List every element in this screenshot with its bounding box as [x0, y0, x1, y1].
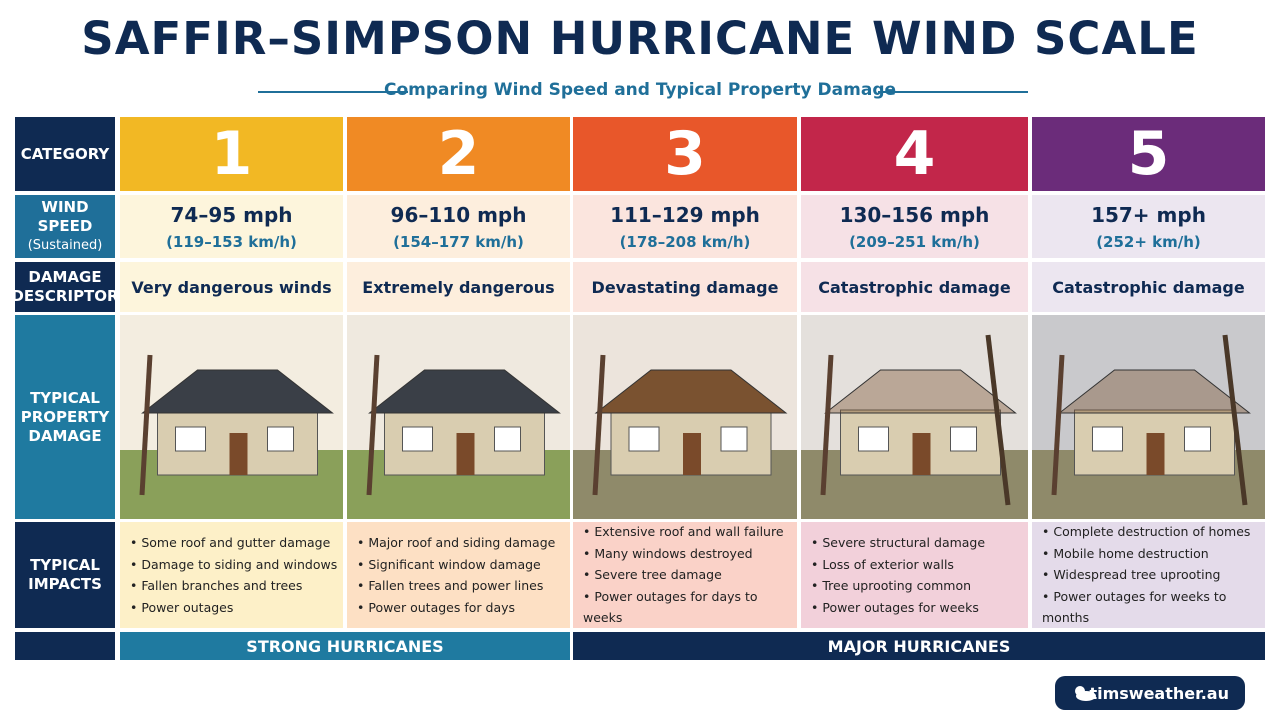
wind-cell: 130–156 mph (209–251 km/h) — [801, 195, 1028, 258]
wind-cell: 111–129 mph (178–208 km/h) — [573, 195, 797, 258]
title: SAFFIR–SIMPSON HURRICANE WIND SCALE — [81, 12, 1199, 65]
logo: timsweather.au — [1055, 676, 1245, 710]
wind-mph: 74–95 mph — [170, 202, 293, 227]
row-label: TYPICAL PROPERTY DAMAGE — [15, 315, 115, 519]
wind-mph: 130–156 mph — [839, 202, 990, 227]
row-label-note: (Sustained) — [27, 238, 103, 253]
impact-item: • Damage to siding and windows — [130, 556, 338, 572]
descriptor-cell: Very dangerous winds — [120, 262, 343, 312]
rule — [258, 91, 408, 93]
impact-item: • Severe structural damage — [811, 535, 986, 550]
category-cell: 3 — [573, 117, 797, 191]
damage-illustration — [801, 315, 1028, 519]
wind-mph: 157+ mph — [1091, 202, 1206, 227]
impact-item: • Significant window damage — [357, 556, 541, 572]
row-label-text: TYPICAL PROPERTY DAMAGE — [20, 388, 110, 445]
row-label: DAMAGE DESCRIPTOR — [11, 262, 119, 312]
impact-item: • Mobile home destruction — [1042, 545, 1209, 561]
descriptor-cell: Devastating damage — [573, 262, 797, 312]
rule — [878, 91, 1028, 93]
row-label: CATEGORY — [15, 117, 115, 191]
category-cell: 5 — [1032, 117, 1265, 191]
row-label: TYPICAL IMPACTS — [15, 522, 115, 628]
impact-item: • Power outages for weeks to months — [1042, 588, 1227, 626]
impact-item: • Extensive roof and wall failure — [583, 524, 784, 540]
group-band: MAJOR HURRICANES — [573, 632, 1265, 660]
wind-cell: 74–95 mph (119–153 km/h) — [120, 195, 343, 258]
impact-item: • Tree uprooting common — [811, 578, 972, 593]
category-cell: 1 — [120, 117, 343, 191]
impact-item: • Some roof and gutter damage — [130, 535, 331, 550]
impact-item: • Many windows destroyed — [583, 545, 753, 561]
wind-kmh: (252+ km/h) — [1096, 232, 1201, 251]
impacts-cell: • Major roof and siding damage • Signific… — [347, 522, 570, 628]
impact-item: • Major roof and siding damage — [357, 535, 556, 550]
wind-kmh: (178–208 km/h) — [619, 232, 751, 251]
impact-item: • Fallen branches and trees — [130, 578, 303, 593]
impact-item: • Power outages for days to weeks — [583, 588, 758, 626]
impact-item: • Severe tree damage — [583, 567, 722, 583]
group-label-fill — [15, 632, 115, 660]
category-cell: 4 — [801, 117, 1028, 191]
row-label-text: CATEGORY — [20, 144, 110, 163]
logo-icon — [1075, 686, 1096, 701]
subtitle: Comparing Wind Speed and Typical Propert… — [383, 80, 897, 100]
impact-item: • Widespread tree uprooting — [1042, 567, 1221, 583]
damage-illustration — [1032, 315, 1265, 519]
impacts-cell: • Some roof and gutter damage • Damage to… — [120, 522, 343, 628]
group-band: STRONG HURRICANES — [120, 632, 570, 660]
impact-item: • Power outages for days — [357, 599, 516, 615]
impact-item: • Power outages — [130, 599, 234, 615]
wind-kmh: (119–153 km/h) — [166, 232, 297, 251]
impacts-cell: • Extensive roof and wall failure • Many … — [573, 522, 797, 628]
wind-cell: 96–110 mph (154–177 km/h) — [347, 195, 570, 258]
descriptor-cell: Extremely dangerous — [347, 262, 570, 312]
damage-illustration — [573, 315, 797, 519]
impact-item: • Fallen trees and power lines — [357, 578, 544, 593]
impacts-cell: • Complete destruction of homes • Mobile … — [1032, 522, 1265, 628]
impacts-cell: • Severe structural damage • Loss of exte… — [801, 522, 1028, 628]
descriptor-cell: Catastrophic damage — [1032, 262, 1265, 312]
impact-item: • Power outages for weeks — [811, 599, 979, 615]
damage-illustration — [347, 315, 570, 519]
row-label-text: TYPICAL IMPACTS — [28, 556, 102, 593]
impact-item: • Loss of exterior walls — [811, 556, 954, 572]
wind-cell: 157+ mph (252+ km/h) — [1032, 195, 1265, 258]
wind-kmh: (209–251 km/h) — [849, 232, 980, 251]
wind-kmh: (154–177 km/h) — [393, 232, 524, 251]
wind-mph: 96–110 mph — [390, 202, 527, 227]
row-label: WIND SPEED (Sustained) — [15, 195, 115, 258]
wind-mph: 111–129 mph — [610, 202, 760, 227]
category-cell: 2 — [347, 117, 570, 191]
impact-item: • Complete destruction of homes — [1042, 524, 1251, 540]
damage-illustration — [120, 315, 343, 519]
logo-text: timsweather.au — [1089, 683, 1229, 703]
row-label-text: WIND SPEED — [37, 198, 93, 235]
row-label-text: DAMAGE DESCRIPTOR — [11, 268, 119, 305]
descriptor-cell: Catastrophic damage — [801, 262, 1028, 312]
